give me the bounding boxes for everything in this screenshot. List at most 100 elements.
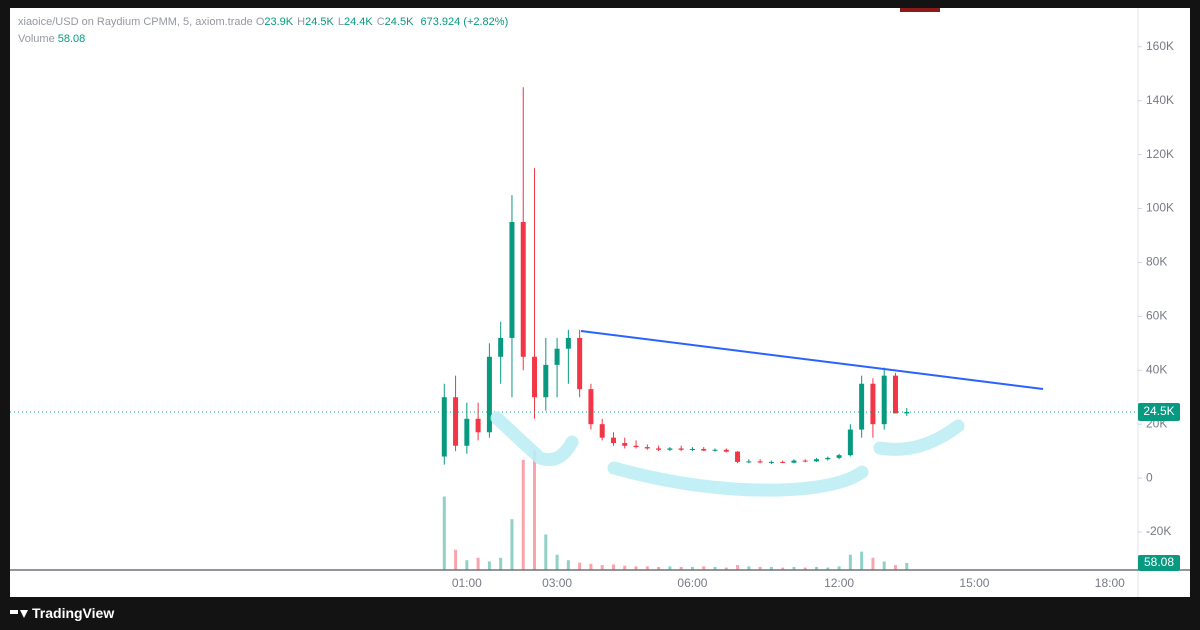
chart-area [10, 8, 1190, 597]
candle-body [644, 447, 650, 449]
y-tick-label: 60K [1146, 309, 1167, 323]
candle-body [814, 459, 820, 462]
volume-bar [769, 566, 773, 570]
volume-bar [837, 566, 841, 570]
y-tick-label: -20K [1146, 524, 1171, 538]
x-tick-label: 03:00 [542, 576, 572, 590]
y-tick-label: 140K [1146, 93, 1174, 107]
candle-body [577, 337, 583, 390]
cup-stroke [490, 411, 579, 467]
candle-body [588, 389, 594, 425]
candle-body [656, 448, 662, 450]
volume-bar [724, 567, 728, 570]
candle-body [554, 348, 560, 365]
y-tick-label: 100K [1146, 201, 1174, 215]
volume-bar [713, 566, 717, 570]
volume-bar [871, 557, 875, 570]
candle-body [768, 461, 774, 463]
hand-drawn-cup [490, 411, 965, 497]
volume-bar [882, 561, 886, 570]
candle-body [622, 443, 628, 446]
volume-bar [702, 566, 706, 570]
candle-body [757, 461, 763, 463]
volume-bar [465, 560, 469, 570]
candle-body [825, 457, 831, 460]
candle-body [453, 397, 459, 446]
candle-body [498, 337, 504, 357]
symbol-row: xiaoice/USD on Raydium CPMM, 5, axiom.tr… [18, 14, 508, 31]
volume-bar [815, 566, 819, 570]
candle-body [610, 437, 616, 444]
ohlc-key: O [255, 16, 265, 28]
volume-bar [905, 562, 909, 570]
candle-body [746, 461, 752, 463]
ohlc-value: 24.4K [343, 16, 373, 28]
candle-body [892, 375, 898, 414]
candle-body [802, 460, 808, 462]
volume-bar [679, 566, 683, 570]
volume-bar [781, 567, 785, 570]
ohlc-value: 24.5K [305, 16, 334, 28]
candle-body [689, 448, 695, 450]
ohlc: O23.9K H24.5K L24.4K C24.5K [256, 16, 418, 28]
candle-body [667, 448, 673, 450]
candle-body [859, 383, 865, 430]
x-tick-label: 15:00 [959, 576, 989, 590]
symbol: xiaoice/USD on Raydium CPMM, 5, axiom.tr… [18, 16, 253, 28]
volume-row: Volume 58.08 [18, 31, 508, 48]
volume-bar [476, 557, 480, 570]
candle-body [633, 445, 639, 448]
ohlc-key: H [297, 16, 306, 28]
volume-bar [860, 551, 864, 570]
volume-bar [533, 450, 537, 570]
cup-stroke [607, 461, 869, 497]
x-tick-label: 06:00 [677, 576, 707, 590]
volume-bar [589, 563, 593, 570]
candle-body [543, 364, 549, 398]
volume-bar [623, 565, 627, 570]
y-tick-label: 0 [1146, 470, 1153, 484]
volume-bar [657, 566, 661, 570]
legend: xiaoice/USD on Raydium CPMM, 5, axiom.tr… [18, 14, 508, 48]
series-layer [10, 87, 1138, 570]
candle-body [836, 455, 842, 458]
candle-body [735, 451, 741, 462]
brand: TradingView [32, 605, 115, 621]
candle-body [712, 449, 718, 451]
candle-body [599, 424, 605, 438]
ohlc-key: L [337, 16, 344, 28]
x-tick-label: 12:00 [824, 576, 854, 590]
ohlc-key: C [376, 16, 385, 28]
candle-body [723, 449, 729, 452]
candle-body [475, 418, 481, 433]
x-tick-label: 18:00 [1095, 576, 1125, 590]
volume-bar [690, 566, 694, 570]
trend-line [580, 330, 1044, 390]
volume-bar [668, 566, 672, 570]
candle-body [464, 418, 470, 446]
change: 673.924 (+2.82%) [420, 16, 509, 28]
candle-body [870, 383, 876, 425]
volume-bar [803, 567, 807, 570]
volume-badge-label: 58.08 [1144, 555, 1174, 569]
volume-bar [792, 566, 796, 570]
cup-stroke [873, 419, 965, 456]
candle-body [678, 448, 684, 450]
volume-bar [611, 564, 615, 570]
volume-label: Volume [18, 33, 55, 45]
volume-bar [454, 549, 458, 570]
volume-bar [645, 566, 649, 570]
candle-body [847, 429, 853, 456]
volume-bar [893, 565, 897, 570]
candle-body [441, 397, 447, 457]
candle-body [520, 222, 526, 357]
last-price-badge [1138, 403, 1180, 422]
volume-bar [826, 567, 830, 570]
candle-body [701, 448, 707, 451]
last-price-label: 24.5K [1143, 404, 1174, 418]
volume-bar [499, 557, 503, 570]
volume-bar [487, 561, 491, 570]
y-tick-label: 120K [1146, 147, 1174, 161]
volume-bar [510, 519, 514, 570]
